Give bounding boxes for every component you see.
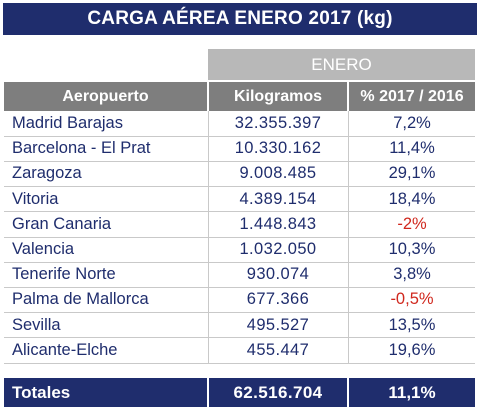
- kilogramos-cell: 10.330.162: [234, 139, 322, 158]
- table-title: CARGA AÉREA ENERO 2017 (kg): [3, 3, 477, 35]
- variacion-cell: -0,5%: [390, 290, 434, 309]
- airport-name-cell: Vitoria: [12, 189, 59, 208]
- table-row: Vitoria 4.389.154 18,4%: [4, 187, 475, 212]
- table-row: Sevilla 495.527 13,5%: [4, 313, 475, 338]
- column-header-kilogramos: Kilogramos: [209, 82, 347, 111]
- kilogramos-cell: 495.527: [246, 315, 310, 334]
- row-divider: [4, 286, 475, 288]
- variacion-cell: 29,1%: [388, 164, 436, 183]
- airport-name-cell: Madrid Barajas: [12, 114, 123, 132]
- variacion-cell: 19,6%: [388, 340, 436, 359]
- totals-label: Totales: [4, 378, 207, 407]
- totals-kilogramos: 62.516.704: [209, 378, 347, 407]
- table-row: Tenerife Norte 930.074 3,8%: [4, 262, 475, 287]
- table-row: Madrid Barajas 32.355.397 7,2%: [4, 111, 475, 136]
- column-divider: [348, 111, 349, 364]
- row-divider: [4, 211, 475, 213]
- airport-name-cell: Alicante-Elche: [12, 340, 118, 359]
- row-divider: [4, 312, 475, 314]
- row-divider: [4, 261, 475, 263]
- kilogramos-cell: 930.074: [246, 265, 310, 284]
- kilogramos-cell: 4.389.154: [239, 189, 317, 208]
- airport-name-cell: Valencia: [12, 240, 75, 258]
- airport-name-cell: Gran Canaria: [12, 214, 112, 233]
- row-divider: [4, 160, 475, 162]
- variacion-cell: 18,4%: [388, 189, 436, 208]
- variacion-cell: 3,8%: [393, 265, 431, 284]
- row-divider: [4, 186, 475, 188]
- airport-name-cell: Zaragoza: [12, 164, 82, 183]
- row-divider: [4, 362, 475, 364]
- airport-name-cell: Barcelona - El Prat: [12, 139, 151, 158]
- airport-name-cell: Tenerife Norte: [12, 265, 116, 284]
- totals-variacion: 11,1%: [349, 378, 475, 407]
- kilogramos-cell: 1.032.050: [239, 240, 317, 258]
- column-header-variacion: % 2017 / 2016: [349, 82, 475, 111]
- table-row: Valencia 1.032.050 10,3%: [4, 237, 475, 262]
- row-divider: [4, 337, 475, 339]
- column-divider: [208, 111, 209, 364]
- kilogramos-cell: 32.355.397: [234, 114, 322, 132]
- row-divider: [4, 236, 475, 238]
- variacion-cell: 13,5%: [388, 315, 436, 334]
- variacion-cell: 10,3%: [388, 240, 436, 258]
- column-header-aeropuerto: Aeropuerto: [4, 82, 207, 111]
- period-header: ENERO: [208, 49, 475, 80]
- variacion-cell: -2%: [397, 214, 427, 233]
- row-divider: [4, 135, 475, 137]
- variacion-cell: 7,2%: [393, 114, 431, 132]
- kilogramos-cell: 677.366: [246, 290, 310, 309]
- table-row: Palma de Mallorca 677.366 -0,5%: [4, 287, 475, 312]
- airport-name-cell: Palma de Mallorca: [12, 290, 149, 309]
- variacion-cell: 11,4%: [389, 139, 435, 158]
- kilogramos-cell: 9.008.485: [239, 164, 317, 183]
- table-row: Gran Canaria 1.448.843 -2%: [4, 212, 475, 237]
- kilogramos-cell: 1.448.843: [239, 214, 317, 233]
- airport-name-cell: Sevilla: [12, 315, 61, 334]
- kilogramos-cell: 455.447: [246, 340, 310, 359]
- table-row: Alicante-Elche 455.447 19,6%: [4, 338, 475, 363]
- table-row: Zaragoza 9.008.485 29,1%: [4, 161, 475, 186]
- table-row: Barcelona - El Prat 10.330.162 11,4%: [4, 136, 475, 161]
